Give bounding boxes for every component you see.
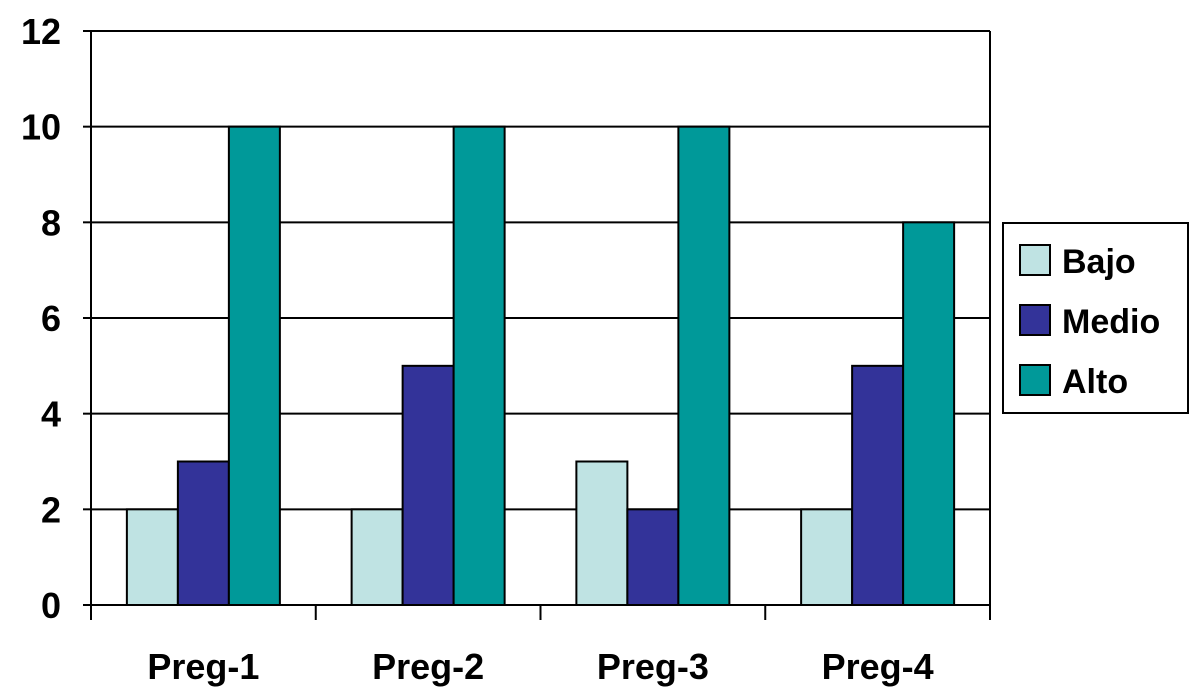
x-tick-label: Preg-3	[597, 646, 709, 687]
y-tick-label: 2	[41, 489, 61, 530]
legend-label-bajo: Bajo	[1062, 243, 1136, 281]
y-tick-label: 8	[41, 202, 61, 243]
y-tick-label: 6	[41, 298, 61, 339]
legend-swatch-alto	[1019, 364, 1051, 396]
legend: Bajo Medio Alto	[1002, 222, 1189, 414]
bar-bajo-preg-3	[575, 460, 629, 606]
bars	[125, 125, 956, 607]
y-tick-label: 4	[41, 394, 61, 435]
x-tick-labels: Preg-1 Preg-2 Preg-3 Preg-4	[147, 646, 933, 687]
x-tick-label: Preg-4	[822, 646, 934, 687]
bar-bajo-preg-1	[125, 508, 179, 607]
x-tick-label: Preg-1	[147, 646, 259, 687]
bar-medio-preg-2	[401, 364, 455, 607]
legend-swatch-medio	[1019, 304, 1051, 336]
axes	[83, 30, 991, 620]
bar-medio-preg-4	[851, 364, 905, 607]
y-tick-label: 10	[21, 107, 61, 148]
bar-bajo-preg-4	[800, 508, 854, 607]
legend-label-medio: Medio	[1062, 303, 1160, 341]
y-tick-label: 0	[41, 585, 61, 626]
bar-alto-preg-3	[677, 125, 731, 607]
legend-swatch-bajo	[1019, 244, 1051, 276]
bar-medio-preg-3	[626, 508, 680, 607]
legend-label-alto: Alto	[1062, 363, 1128, 401]
bar-alto-preg-1	[227, 125, 281, 607]
bar-alto-preg-4	[902, 221, 956, 606]
bar-alto-preg-2	[452, 125, 506, 607]
bar-bajo-preg-2	[350, 508, 404, 607]
x-tick-label: Preg-2	[372, 646, 484, 687]
y-tick-label: 12	[21, 11, 61, 52]
bar-medio-preg-1	[176, 460, 230, 606]
y-tick-labels: 0 2 4 6 8 10 12	[21, 11, 61, 626]
